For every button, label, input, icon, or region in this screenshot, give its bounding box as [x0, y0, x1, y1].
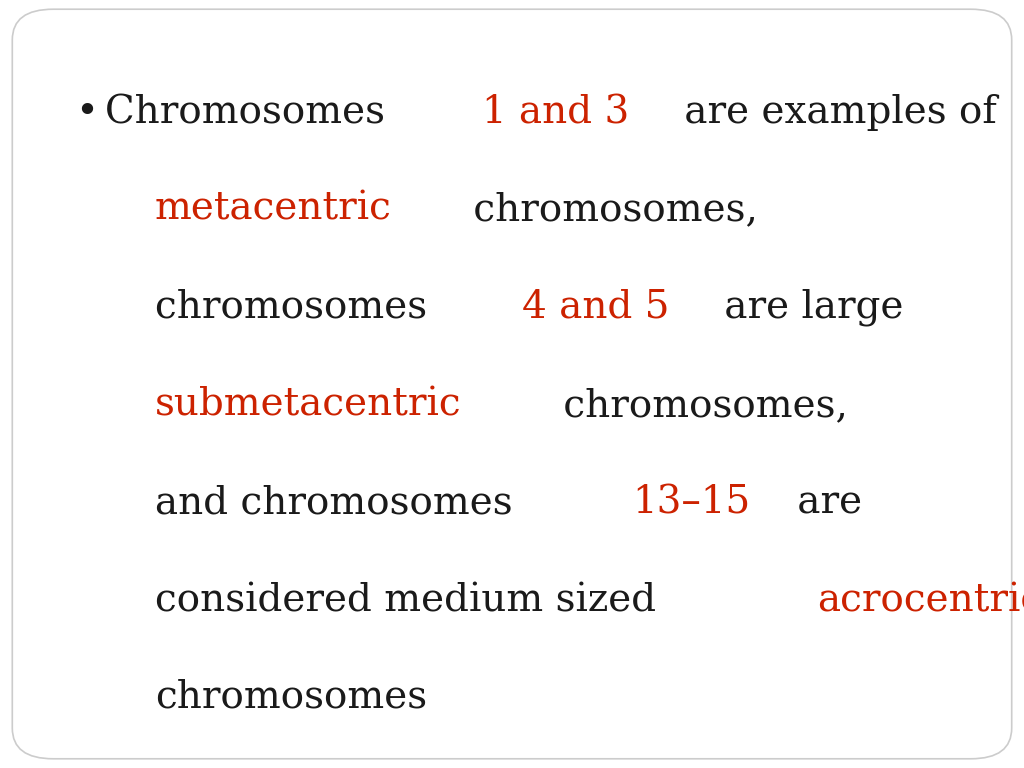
Text: 1 and 3: 1 and 3 — [482, 94, 629, 131]
FancyBboxPatch shape — [12, 9, 1012, 759]
Text: chromosomes,: chromosomes, — [551, 387, 848, 424]
Text: chromosomes: chromosomes — [155, 679, 427, 716]
Text: chromosomes,: chromosomes, — [461, 191, 758, 228]
Text: •: • — [75, 94, 98, 131]
Text: acrocentric: acrocentric — [817, 582, 1024, 619]
Text: chromosomes: chromosomes — [155, 289, 439, 326]
Text: are: are — [785, 484, 862, 521]
Text: 13–15: 13–15 — [633, 484, 751, 521]
Text: Chromosomes: Chromosomes — [104, 94, 397, 131]
Text: and chromosomes: and chromosomes — [155, 484, 525, 521]
Text: considered medium sized: considered medium sized — [155, 582, 669, 619]
Text: submetacentric: submetacentric — [155, 387, 462, 424]
Text: are large: are large — [713, 289, 904, 326]
Text: 4 and 5: 4 and 5 — [522, 289, 670, 326]
Text: are examples of: are examples of — [672, 94, 996, 131]
Text: metacentric: metacentric — [155, 191, 392, 228]
